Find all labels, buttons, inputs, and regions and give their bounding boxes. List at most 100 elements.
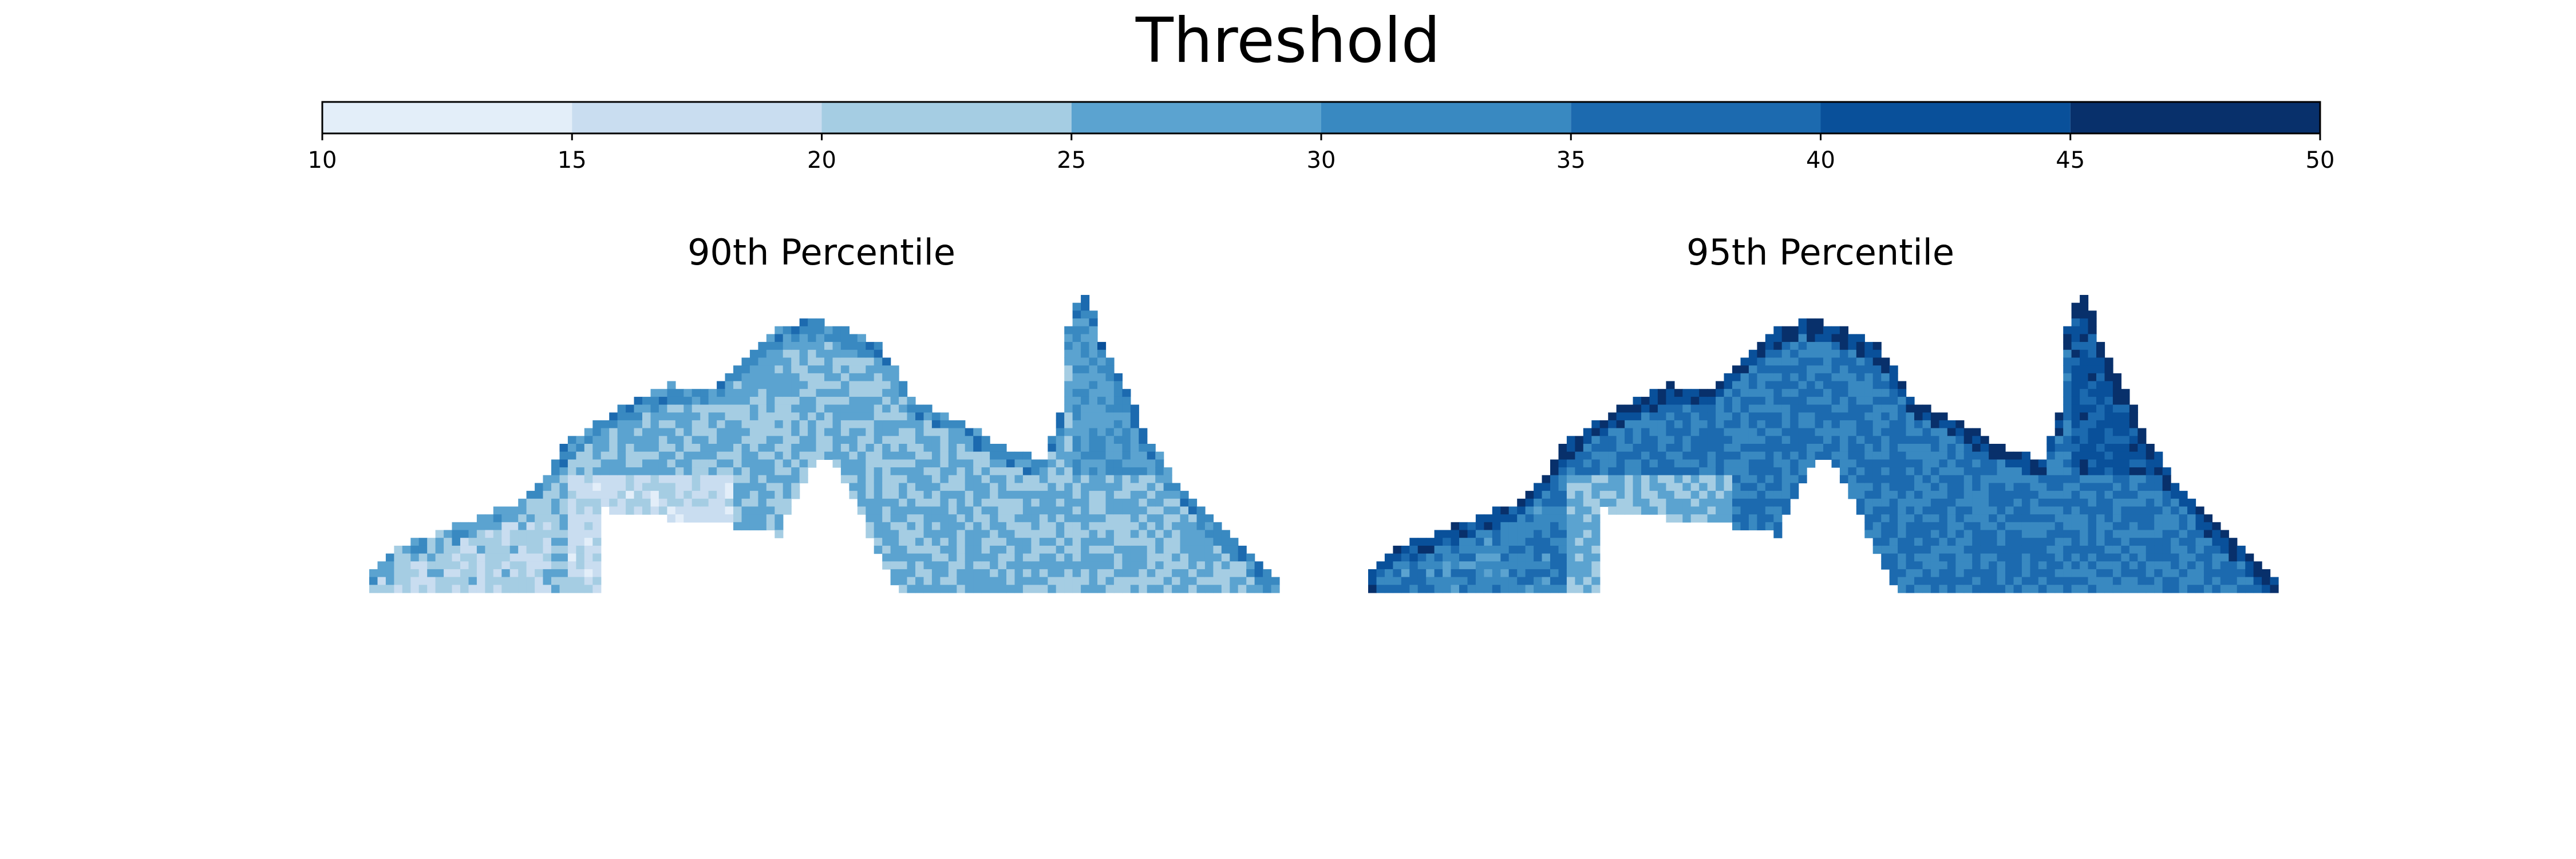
map-cell bbox=[1972, 522, 1981, 531]
map-cell bbox=[1947, 577, 1956, 585]
map-cell bbox=[1674, 467, 1683, 476]
map-cell bbox=[1963, 451, 1973, 460]
map-95th-percentile bbox=[1368, 295, 2279, 593]
map-cell bbox=[2262, 585, 2271, 593]
map-cell bbox=[832, 357, 841, 366]
map-cell bbox=[2104, 545, 2113, 554]
map-cell bbox=[907, 444, 916, 452]
map-cell bbox=[2154, 491, 2163, 499]
map-cell bbox=[749, 451, 758, 460]
map-cell bbox=[1773, 459, 1783, 468]
map-cell bbox=[2138, 530, 2147, 538]
map-cell bbox=[1105, 436, 1115, 444]
map-cell bbox=[1492, 585, 1501, 593]
map-cell bbox=[2038, 561, 2047, 570]
map-cell bbox=[1963, 561, 1973, 570]
map-cell bbox=[899, 585, 908, 593]
map-cell bbox=[1056, 436, 1065, 444]
map-cell bbox=[1889, 514, 1898, 523]
map-cell bbox=[1848, 475, 1857, 483]
map-cell bbox=[1757, 342, 1766, 350]
map-cell bbox=[981, 459, 990, 468]
map-cell bbox=[783, 491, 792, 499]
map-cell bbox=[667, 381, 676, 389]
map-cell bbox=[2121, 475, 2130, 483]
map-cell bbox=[518, 553, 527, 562]
map-cell bbox=[717, 389, 726, 397]
map-cell bbox=[1113, 545, 1123, 554]
map-cell bbox=[973, 451, 982, 460]
map-cell bbox=[2046, 436, 2056, 444]
map-cell bbox=[1376, 561, 1385, 570]
map-cell bbox=[981, 436, 990, 444]
map-cell bbox=[1213, 553, 1222, 562]
map-cell bbox=[766, 373, 775, 382]
map-cell bbox=[2104, 506, 2113, 515]
map-cell bbox=[1072, 326, 1081, 334]
map-cell bbox=[1963, 491, 1973, 499]
map-cell bbox=[1616, 459, 1625, 468]
map-cell bbox=[1815, 404, 1824, 413]
map-cell bbox=[1881, 538, 1890, 546]
map-cell bbox=[907, 483, 916, 491]
map-cell bbox=[683, 467, 693, 476]
map-cell bbox=[1889, 545, 1898, 554]
map-cell bbox=[584, 522, 593, 531]
colorbar-bin-15-20 bbox=[572, 102, 822, 133]
map-cell bbox=[1732, 506, 1741, 515]
map-cell bbox=[1839, 357, 1848, 366]
map-cell bbox=[791, 357, 800, 366]
map-cell bbox=[2253, 585, 2262, 593]
map-cell bbox=[1872, 483, 1882, 491]
map-cell bbox=[1376, 585, 1385, 593]
map-cell bbox=[543, 538, 552, 546]
map-cell bbox=[1690, 420, 1700, 429]
map-cell bbox=[1955, 444, 1965, 452]
map-cell bbox=[584, 561, 593, 570]
map-cell bbox=[1180, 498, 1189, 507]
map-cell bbox=[849, 444, 858, 452]
map-cell bbox=[1699, 514, 1708, 523]
map-cell bbox=[2080, 553, 2089, 562]
map-cell bbox=[1056, 491, 1065, 499]
map-cell bbox=[1848, 412, 1857, 421]
map-cell bbox=[675, 389, 684, 397]
map-cell bbox=[518, 545, 527, 554]
map-cell bbox=[741, 444, 750, 452]
map-cell bbox=[2088, 444, 2097, 452]
map-cell bbox=[1459, 569, 1468, 578]
map-cell bbox=[2055, 585, 2064, 593]
map-cell bbox=[799, 444, 808, 452]
map-cell bbox=[1682, 420, 1692, 429]
map-cell bbox=[1608, 506, 1617, 515]
map-cell bbox=[2055, 569, 2064, 578]
map-cell bbox=[385, 561, 394, 570]
map-cell bbox=[1980, 467, 1989, 476]
map-cell bbox=[1716, 506, 1725, 515]
map-cell bbox=[2112, 436, 2121, 444]
map-cell bbox=[783, 444, 792, 452]
map-cell bbox=[840, 436, 850, 444]
map-cell bbox=[1848, 444, 1857, 452]
map-cell bbox=[1451, 545, 1460, 554]
map-cell bbox=[1139, 459, 1148, 468]
map-cell bbox=[1113, 530, 1123, 538]
map-cell bbox=[1872, 514, 1882, 523]
map-cell bbox=[907, 506, 916, 515]
map-cell bbox=[2096, 412, 2105, 421]
map-cell bbox=[642, 444, 651, 452]
map-cell bbox=[1048, 545, 1057, 554]
map-cell bbox=[543, 561, 552, 570]
map-cell bbox=[1625, 412, 1634, 421]
map-cell bbox=[1889, 475, 1898, 483]
map-cell bbox=[1097, 483, 1107, 491]
map-cell bbox=[1064, 522, 1073, 531]
map-cell bbox=[1914, 577, 1923, 585]
map-cell bbox=[1889, 436, 1898, 444]
map-cell bbox=[1500, 569, 1510, 578]
map-cell bbox=[1089, 561, 1098, 570]
map-cell bbox=[882, 459, 891, 468]
map-cell bbox=[468, 569, 477, 578]
map-cell bbox=[1872, 349, 1882, 358]
map-cell bbox=[1989, 506, 1998, 515]
